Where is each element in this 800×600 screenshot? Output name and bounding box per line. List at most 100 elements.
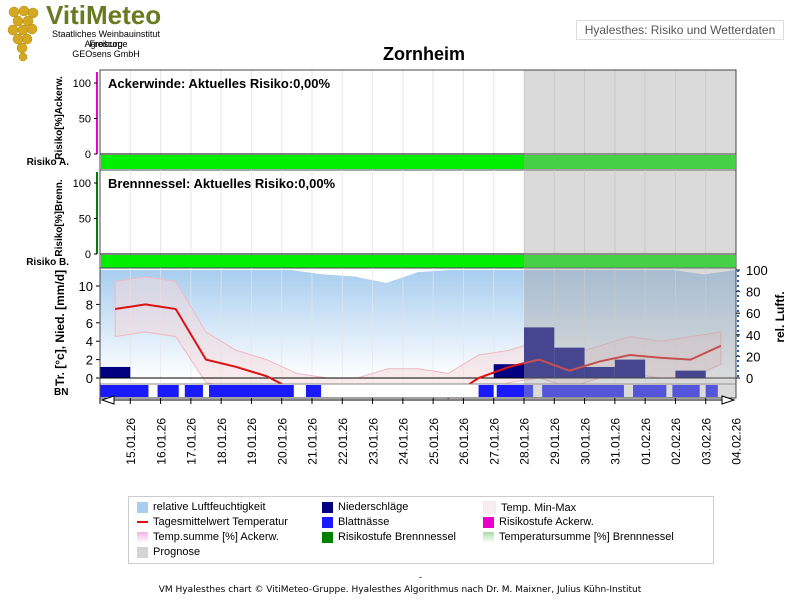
leaf-wetness-segment	[209, 385, 294, 397]
legend-swatch	[322, 516, 333, 528]
leaf-wetness-segment	[478, 385, 494, 397]
x-tick-label: 25.01.26	[427, 418, 441, 465]
x-tick-label: 03.02.26	[699, 418, 713, 465]
ackerwinde-ytick-label: 50	[79, 114, 91, 126]
precipitation-bar	[493, 364, 524, 378]
x-tick-label: 19.01.26	[245, 418, 259, 465]
legend-item-tempsum-ackerw: Temp.summe [%] Ackerw.	[137, 531, 279, 543]
legend-label: Risikostufe Ackerw.	[499, 516, 594, 528]
legend-label: relative Luftfeuchtigkeit	[153, 501, 266, 513]
right-ytick-label: 80	[746, 285, 760, 300]
brennnessel-ytick-label: 50	[79, 214, 91, 226]
right-ytick-label: 20	[746, 349, 760, 364]
right-ytick-label: 40	[746, 328, 760, 343]
precipitation-bar	[614, 359, 646, 378]
x-tick-label: 26.01.26	[457, 418, 471, 465]
leaf-wetness-segment	[184, 385, 203, 397]
legend-label: Temp.summe [%] Ackerw.	[153, 531, 279, 543]
legend-label: Prognose	[153, 546, 201, 558]
legend-item-temperature: Tagesmittelwert Temperatur	[137, 516, 288, 528]
legend-item-forecast: Prognose	[137, 546, 200, 558]
right-ytick-label: 0	[746, 371, 753, 386]
x-tick-label: 21.01.26	[306, 418, 320, 465]
x-tick-label: 15.01.26	[124, 418, 138, 465]
precipitation-bar	[554, 347, 585, 378]
x-tick-label: 22.01.26	[336, 418, 350, 465]
legend-label: Temperatursumme [%] Brennnessel	[499, 531, 674, 543]
brennnessel-ytick-label: 0	[85, 249, 91, 261]
x-tick-label: 04.02.26	[730, 418, 744, 465]
leaf-wetness-segment	[496, 385, 534, 397]
ackerwinde-ytick-label: 0	[85, 149, 91, 161]
chart-outer-frame	[99, 69, 737, 399]
legend-swatch	[322, 531, 333, 543]
left-ytick-label: 8	[86, 297, 93, 312]
brennnessel-band-label: Risiko B.	[26, 257, 69, 268]
x-tick-label: 18.01.26	[215, 418, 229, 465]
x-tick-label: 02.02.26	[669, 418, 683, 465]
weather-ylabel-right: rel. Luftf.	[773, 291, 787, 342]
right-ytick-label: 60	[746, 306, 760, 321]
weather-ylabel-left: Tr. [°c], Nied. [mm/d]	[53, 270, 67, 386]
legend-swatch	[137, 501, 148, 513]
x-tick-label: 17.01.26	[185, 418, 199, 465]
ackerwinde-annotation: Ackerwinde: Aktuelles Risiko:0,00%	[108, 76, 330, 91]
footer-dash: -	[419, 572, 422, 582]
x-tick-label: 30.01.26	[578, 418, 592, 465]
legend-swatch	[483, 531, 494, 543]
legend-item-tempsum-brennnessel: Temperatursumme [%] Brennnessel	[483, 531, 674, 543]
org-line-1: Staatliches Weinbauinstitut Freiburg	[52, 29, 160, 49]
legend-item-precipitation: Niederschläge	[322, 501, 408, 513]
legend-item-humidity: relative Luftfeuchtigkeit	[137, 501, 266, 513]
leaf-wetness-segment	[542, 385, 624, 397]
precipitation-bar	[100, 366, 131, 378]
legend: relative Luftfeuchtigkeit Niederschläge …	[128, 496, 714, 564]
legend-item-risk-ackerw: Risikostufe Ackerw.	[483, 516, 594, 528]
precipitation-bar	[675, 370, 706, 378]
left-ytick-label: 6	[86, 316, 93, 331]
legend-swatch	[137, 521, 148, 523]
legend-swatch	[137, 546, 148, 558]
brennnessel-panel-frame	[99, 169, 737, 269]
brennnessel-risk-band	[101, 255, 735, 269]
legend-swatch	[137, 531, 148, 543]
legend-swatch	[322, 501, 333, 513]
x-tick-label: 20.01.26	[275, 418, 289, 465]
precipitation-bar	[584, 366, 615, 378]
logo	[4, 2, 40, 62]
precipitation-bar	[524, 327, 555, 378]
leaf-wetness-segment	[305, 385, 322, 397]
leaf-wetness-label: BN	[54, 387, 68, 398]
legend-item-risk-brennnessel: Risikostufe Brennnessel	[322, 531, 456, 543]
leaf-wetness-segment	[633, 385, 667, 397]
legend-item-temp-min-max: Temp. Min-Max	[483, 501, 576, 514]
left-ytick-label: 10	[79, 279, 93, 294]
leaf-wetness-segment	[157, 385, 179, 397]
left-ytick-label: 4	[86, 334, 93, 349]
legend-swatch	[483, 516, 494, 528]
legend-swatch	[483, 501, 496, 514]
legend-label: Risikostufe Brennnessel	[338, 531, 457, 543]
x-tick-label: 31.01.26	[609, 418, 623, 465]
x-tick-label: 29.01.26	[548, 418, 562, 465]
legend-label: Niederschläge	[338, 501, 409, 513]
right-ytick-label: 100	[746, 263, 768, 278]
brennnessel-ylabel: Risiko[%]Brenn.	[54, 179, 65, 256]
x-tick-label: 16.01.26	[154, 418, 168, 465]
grape-icon	[7, 5, 39, 62]
x-tick-label: 28.01.26	[518, 418, 532, 465]
brennnessel-ytick-label: 100	[73, 178, 91, 190]
legend-label: Temp. Min-Max	[501, 501, 577, 514]
org-line-2: Agroscope	[84, 39, 128, 49]
ackerwinde-ylabel: Risiko[%]Ackerw.	[54, 76, 65, 160]
org-line-3: GEOsens GmbH	[72, 49, 140, 59]
leaf-wetness-segment	[672, 385, 700, 397]
ackerwinde-ytick-label: 100	[73, 78, 91, 90]
leaf-wetness-segment	[705, 385, 718, 397]
app-title: Hyalesthes: Risiko und Wetterdaten	[576, 20, 784, 40]
ackerwinde-risk-band	[101, 155, 735, 169]
station-title: Zornheim	[382, 44, 465, 64]
left-ytick-label: 0	[86, 371, 93, 386]
footer-credit: VM Hyalesthes chart © VitiMeteo-Gruppe. …	[158, 585, 642, 595]
